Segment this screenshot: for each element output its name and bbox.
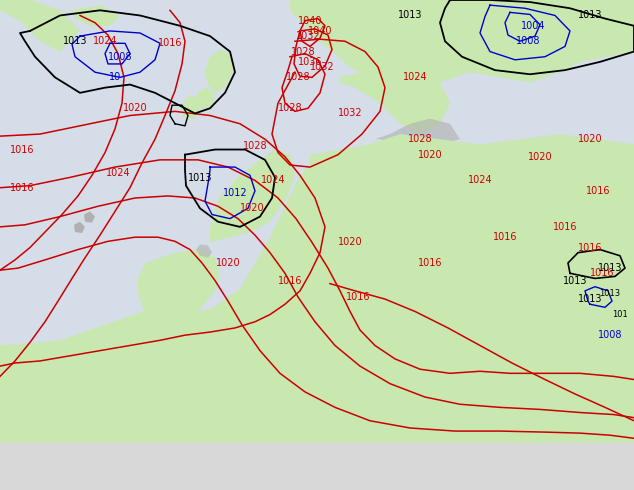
- Text: 1016: 1016: [158, 38, 182, 49]
- Text: 1016: 1016: [278, 275, 302, 286]
- Text: Surface pressure [hPa] ECMWF: Surface pressure [hPa] ECMWF: [6, 451, 179, 462]
- Text: 1013: 1013: [578, 294, 602, 304]
- Text: 1013: 1013: [598, 263, 622, 273]
- Polygon shape: [196, 245, 212, 258]
- Text: 1020: 1020: [418, 149, 443, 160]
- Text: 1008: 1008: [108, 52, 133, 62]
- Polygon shape: [0, 134, 634, 443]
- Text: 1013: 1013: [578, 10, 602, 21]
- Text: 1032: 1032: [309, 62, 334, 72]
- Text: 1016: 1016: [553, 222, 577, 232]
- Text: 1020: 1020: [527, 152, 552, 162]
- Text: 101: 101: [612, 310, 628, 319]
- Text: 1016: 1016: [346, 292, 370, 302]
- Polygon shape: [70, 5, 120, 26]
- Text: 1016: 1016: [586, 186, 611, 196]
- Polygon shape: [210, 149, 295, 243]
- Text: 1024: 1024: [468, 175, 493, 186]
- Text: 1032: 1032: [295, 31, 320, 41]
- Polygon shape: [290, 0, 634, 93]
- Polygon shape: [375, 119, 460, 149]
- Text: ©weatheronline.co.uk: ©weatheronline.co.uk: [519, 475, 628, 485]
- Text: 1020: 1020: [123, 103, 147, 113]
- Polygon shape: [0, 0, 80, 51]
- Polygon shape: [138, 249, 220, 322]
- Text: 1013: 1013: [188, 173, 212, 183]
- Text: 10: 10: [109, 73, 121, 82]
- Text: 1032: 1032: [338, 108, 362, 119]
- Text: 1020: 1020: [216, 258, 240, 268]
- Text: 1016: 1016: [418, 258, 443, 268]
- Text: 1020: 1020: [578, 134, 602, 144]
- Text: 1013: 1013: [563, 275, 587, 286]
- Text: 1024: 1024: [261, 175, 285, 186]
- Text: 1028: 1028: [408, 134, 432, 144]
- Text: 1036: 1036: [298, 57, 322, 67]
- Polygon shape: [195, 88, 215, 108]
- Text: 1008: 1008: [515, 36, 540, 46]
- Polygon shape: [340, 67, 450, 134]
- Polygon shape: [362, 206, 405, 253]
- Text: Fr 20-09-2024 12:00 UTC (06+06): Fr 20-09-2024 12:00 UTC (06+06): [439, 451, 628, 462]
- Text: 1016: 1016: [590, 269, 614, 278]
- Polygon shape: [205, 49, 235, 93]
- Polygon shape: [0, 382, 634, 443]
- Polygon shape: [84, 211, 95, 223]
- Text: 1013: 1013: [63, 36, 87, 46]
- Text: 1028: 1028: [243, 142, 268, 151]
- Text: 1013: 1013: [599, 290, 621, 298]
- Text: 1004: 1004: [521, 21, 545, 31]
- Text: 1024: 1024: [403, 73, 427, 82]
- Text: 1024: 1024: [93, 36, 117, 46]
- Text: 1016: 1016: [493, 232, 517, 242]
- Text: 1040: 1040: [298, 16, 322, 25]
- Text: 1024: 1024: [106, 168, 131, 178]
- Text: 1040: 1040: [307, 26, 332, 36]
- Text: 1028: 1028: [290, 47, 315, 56]
- Text: 1012: 1012: [223, 188, 247, 198]
- Text: 1013: 1013: [398, 10, 422, 21]
- Polygon shape: [182, 95, 200, 119]
- Text: 1016: 1016: [578, 243, 602, 252]
- Polygon shape: [74, 222, 85, 233]
- Text: 1028: 1028: [286, 73, 310, 82]
- Text: 1028: 1028: [278, 103, 302, 113]
- Text: 1020: 1020: [338, 237, 362, 247]
- Text: 1008: 1008: [598, 330, 622, 340]
- Text: 1016: 1016: [10, 183, 34, 193]
- Text: 1016: 1016: [10, 145, 34, 154]
- Polygon shape: [455, 186, 520, 227]
- Text: 1020: 1020: [240, 203, 264, 213]
